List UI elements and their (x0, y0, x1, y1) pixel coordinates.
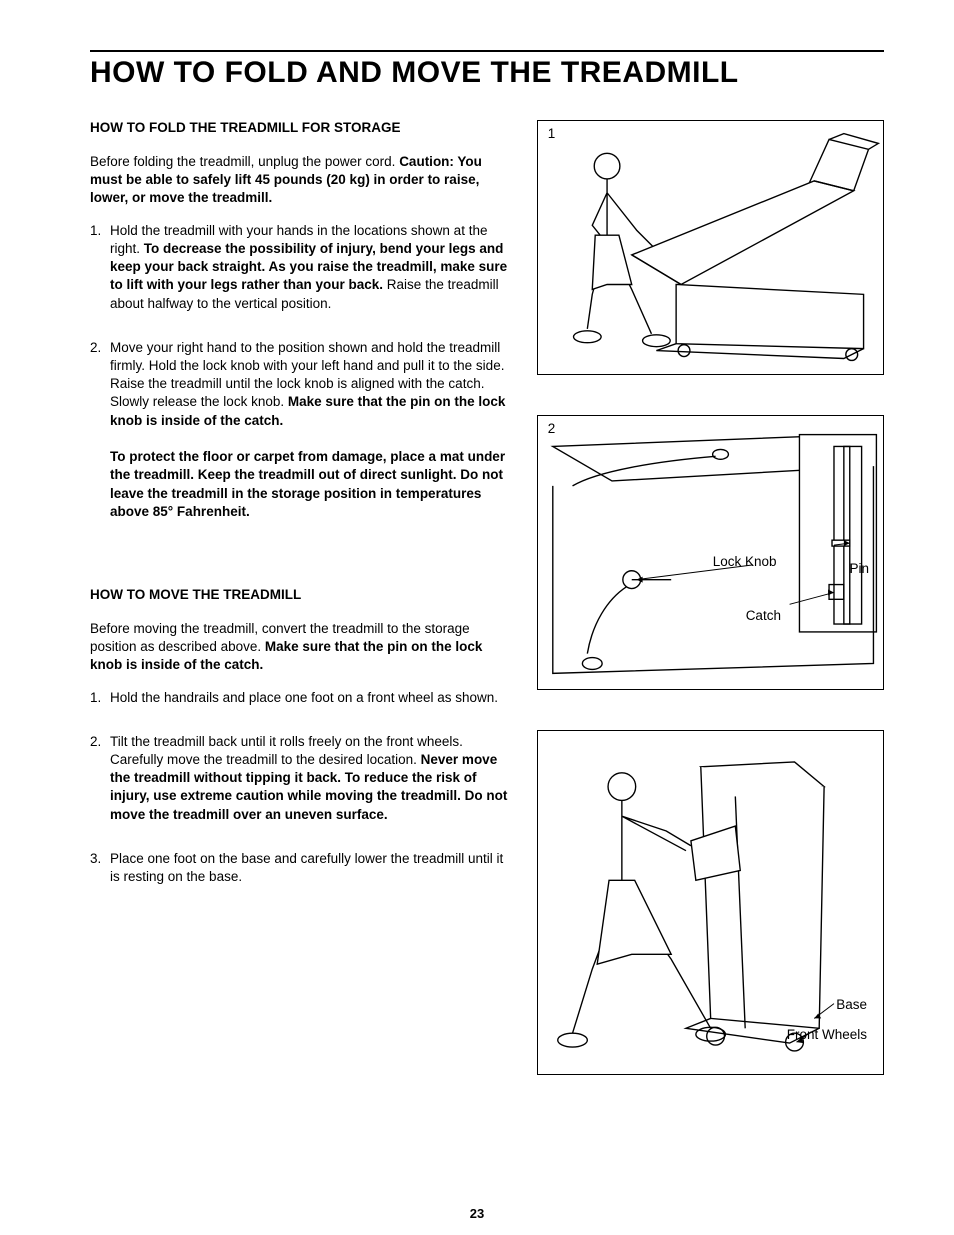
figure-2-label: 2 (548, 421, 556, 436)
figure-1-illustration (538, 121, 883, 374)
step-pre: Place one foot on the base and carefully… (110, 851, 503, 884)
move-step-3: 3. Place one foot on the base and carefu… (90, 850, 517, 886)
right-column: 1 (537, 120, 884, 1075)
figure-1-label: 1 (548, 126, 556, 141)
page-number: 23 (0, 1206, 954, 1221)
fold-step-2: 2. Move your right hand to the position … (90, 339, 517, 521)
callout-front-wheels: Front Wheels (787, 1027, 867, 1043)
page-title: HOW TO FOLD AND MOVE THE TREADMILL (90, 56, 884, 90)
step-pre: Tilt the treadmill back until it rolls f… (110, 734, 463, 767)
figure-1: 1 (537, 120, 884, 375)
callout-base: Base (836, 997, 867, 1013)
fold-heading: HOW TO FOLD THE TREADMILL FOR STORAGE (90, 120, 517, 135)
fold-step-1: 1. Hold the treadmill with your hands in… (90, 222, 517, 313)
fold-steps: 1. Hold the treadmill with your hands in… (90, 222, 517, 521)
move-steps: 1. Hold the handrails and place one foot… (90, 689, 517, 887)
step-number: 3. (90, 850, 110, 886)
callout-lock-knob: Lock Knob (713, 554, 777, 570)
figure-2-illustration (538, 416, 883, 689)
step-pre: Hold the handrails and place one foot on… (110, 690, 498, 705)
figure-2: 2 (537, 415, 884, 690)
fold-intro: Before folding the treadmill, unplug the… (90, 153, 517, 208)
move-step-2: 2. Tilt the treadmill back until it roll… (90, 733, 517, 824)
callout-catch: Catch (746, 608, 781, 624)
callout-pin: Pin (849, 561, 869, 577)
figure-3: Base Front Wheels (537, 730, 884, 1075)
fold-intro-plain: Before folding the treadmill, unplug the… (90, 154, 399, 169)
move-step-1: 1. Hold the handrails and place one foot… (90, 689, 517, 707)
top-rule (90, 50, 884, 52)
fold-protect: To protect the floor or carpet from dama… (110, 449, 505, 519)
step-number: 1. (90, 222, 110, 313)
step-number: 2. (90, 733, 110, 824)
left-column: HOW TO FOLD THE TREADMILL FOR STORAGE Be… (90, 120, 517, 1075)
figure-3-illustration (538, 731, 883, 1074)
step-number: 1. (90, 689, 110, 707)
move-heading: HOW TO MOVE THE TREADMILL (90, 587, 517, 602)
move-intro: Before moving the treadmill, convert the… (90, 620, 517, 675)
step-number: 2. (90, 339, 110, 521)
